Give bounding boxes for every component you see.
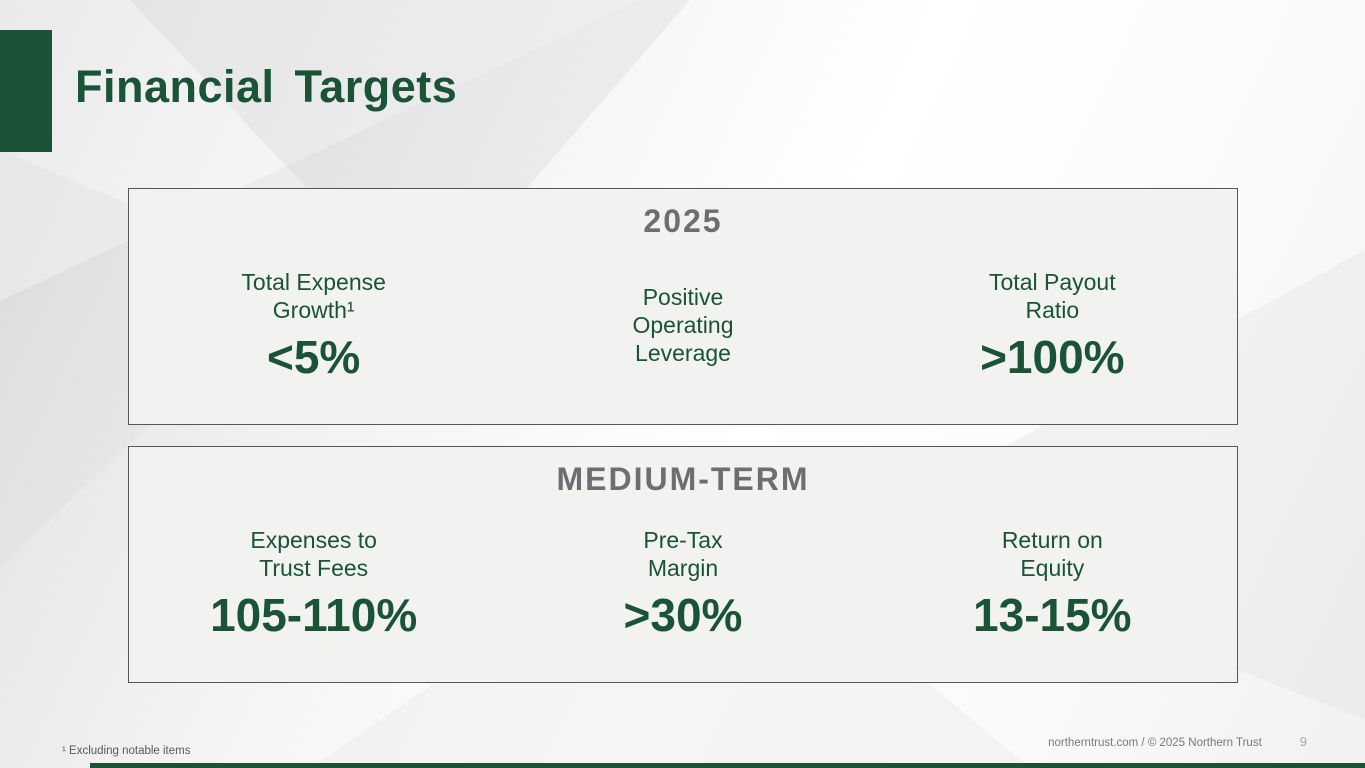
metric-value: >100% xyxy=(980,330,1125,383)
metric-positive-operating-leverage: Positive Operating Leverage xyxy=(498,283,867,367)
metric-pre-tax-margin: Pre-Tax Margin >30% xyxy=(498,526,867,641)
metric-expenses-to-trust-fees: Expenses to Trust Fees 105-110% xyxy=(129,526,498,641)
bottom-accent-bar xyxy=(90,763,1365,768)
footer: northerntrust.com / © 2025 Northern Trus… xyxy=(1048,734,1307,749)
targets-box-2025: 2025 Total Expense Growth¹ <5% Positive … xyxy=(128,188,1238,425)
footer-text: northerntrust.com / © 2025 Northern Trus… xyxy=(1048,737,1262,749)
metric-total-payout-ratio: Total Payout Ratio >100% xyxy=(868,268,1237,383)
metric-value: 105-110% xyxy=(210,588,418,641)
metric-label: Return on Equity xyxy=(1001,526,1103,581)
box-heading-2025: 2025 xyxy=(643,203,723,239)
metric-label: Total Expense Growth¹ xyxy=(241,268,386,323)
metric-return-on-equity: Return on Equity 13-15% xyxy=(868,526,1237,641)
targets-box-medium-term: MEDIUM-TERM Expenses to Trust Fees 105-1… xyxy=(128,446,1238,683)
page-number: 9 xyxy=(1299,734,1307,749)
metric-value: >30% xyxy=(623,588,743,641)
metric-label: Total Payout Ratio xyxy=(989,268,1116,323)
metric-label: Positive Operating Leverage xyxy=(632,283,734,366)
footnote: ¹ Excluding notable items xyxy=(62,745,191,757)
metric-label: Pre-Tax Margin xyxy=(643,526,723,581)
metrics-row-2025: Total Expense Growth¹ <5% Positive Opera… xyxy=(129,240,1237,424)
left-accent-bar xyxy=(0,30,52,152)
metric-value: 13-15% xyxy=(973,588,1132,641)
metric-label: Expenses to Trust Fees xyxy=(250,526,377,581)
metric-value: <5% xyxy=(266,330,361,383)
slide-title: Financial Targets xyxy=(75,61,458,112)
metric-total-expense-growth: Total Expense Growth¹ <5% xyxy=(129,268,498,383)
metrics-row-medium-term: Expenses to Trust Fees 105-110% Pre-Tax … xyxy=(129,498,1237,682)
box-heading-medium-term: MEDIUM-TERM xyxy=(556,461,810,497)
